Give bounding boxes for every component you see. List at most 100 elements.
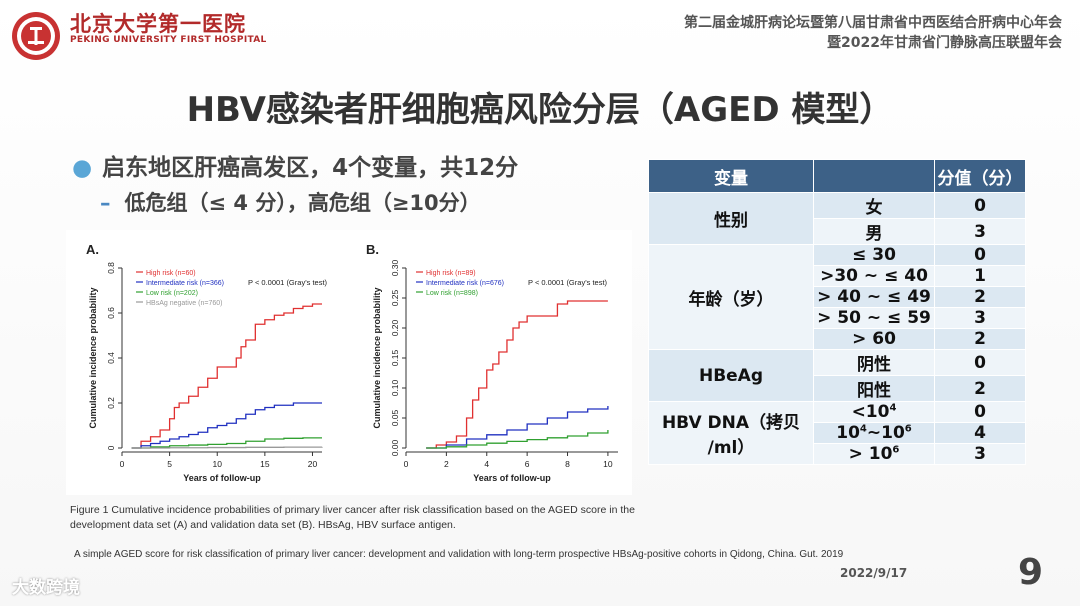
bullet-sub: – 低危组（≤ 4 分），高危组（≥10分） [100, 187, 481, 217]
table-row: > 40 ~ ≤ 49 2 [649, 286, 1026, 308]
level-cell: ≤ 30 [813, 244, 935, 266]
reference-text: A simple AGED score for risk classificat… [74, 549, 844, 560]
level-cell: >30 ~ ≤ 40 [813, 265, 935, 287]
score-cell: 0 [934, 192, 1026, 219]
x-tick-label: 5 [167, 459, 172, 469]
level-cell: <104 [813, 401, 935, 423]
legend-entry: Intermediate risk (n=676) [426, 280, 504, 287]
var-age: 年龄（岁） [648, 244, 814, 350]
legend-entry: High risk (n=60) [146, 270, 196, 277]
hospital-name-en: PEKING UNIVERSITY FIRST HOSPITAL [70, 35, 267, 45]
table-row: >30 ~ ≤ 40 1 [649, 265, 1026, 287]
score-cell: 3 [934, 307, 1026, 329]
bullet-dot-icon: ● [72, 155, 93, 181]
y-tick-label: 0.25 [390, 289, 400, 306]
chart-a: A. 0 5 10 15 20 0 0.2 0.4 0.6 0.8 Years of follow-u… [86, 242, 328, 483]
series-line [131, 446, 323, 449]
header-variable: 变量 [648, 159, 814, 193]
score-cell: 3 [934, 218, 1026, 245]
series-line [131, 303, 322, 449]
x-tick-label: 10 [603, 459, 613, 469]
x-tick-label: 15 [260, 459, 270, 469]
score-cell: 0 [934, 401, 1026, 423]
panel-label: B. [366, 242, 379, 257]
score-cell: 1 [934, 265, 1026, 287]
header-level [813, 159, 935, 193]
hospital-logo [12, 12, 60, 60]
bullet-dash-icon: – [100, 191, 111, 215]
score-cell: 4 [934, 422, 1026, 444]
var-sex: 性别 [648, 192, 814, 245]
x-axis-label: Years of follow-up [473, 473, 551, 483]
level-cell: > 106 [813, 443, 935, 465]
bullet-sub-text: 低危组（≤ 4 分），高危组（≥10分） [124, 191, 481, 215]
table-row: 104~106 4 [649, 422, 1026, 444]
legend-entry: HBsAg negative (n=760) [146, 300, 222, 307]
level-cell: 女 [813, 192, 935, 219]
bullet-main-text: 启东地区肝癌高发区，4个变量，共12分 [102, 155, 519, 181]
x-tick-label: 0 [404, 459, 409, 469]
page-number: 9 [1018, 552, 1044, 593]
series-line [426, 300, 608, 449]
score-cell: 2 [934, 328, 1026, 350]
legend-entry: Low risk (n=898) [426, 290, 478, 297]
y-tick-label: 0.15 [390, 349, 400, 366]
aged-score-table: 变量 分值（分） 性别 女 0 男 3 年龄（岁） ≤ 30 0 >30 ~ ≤… [648, 159, 1026, 465]
series-line [131, 402, 322, 449]
score-cell: 2 [934, 375, 1026, 402]
conference-title-line2: 暨2022年甘肃省门静脉高压联盟年会 [827, 35, 1062, 51]
y-tick-label: 0.05 [390, 409, 400, 426]
var-hbv-dna: HBV DNA（拷贝 /ml） [648, 401, 814, 465]
x-tick-label: 8 [565, 459, 570, 469]
figure-caption: Figure 1 Cumulative incidence probabilit… [70, 504, 635, 531]
y-tick-label: 0.4 [106, 352, 116, 364]
level-cell: > 60 [813, 328, 935, 350]
y-axis-label: Cumulative incidence probability [372, 287, 382, 428]
x-axis-label: Years of follow-up [183, 473, 261, 483]
level-cell: > 50 ~ ≤ 59 [813, 307, 935, 329]
y-tick-label: 0.30 [390, 259, 400, 276]
y-tick-label: 0.8 [106, 262, 116, 274]
p-value-annotation: P < 0.0001 (Gray's test) [248, 278, 328, 287]
hospital-name-cn: 北京大学第一医院 [70, 12, 246, 36]
bullet-main: ● 启东地区肝癌高发区，4个变量，共12分 [72, 148, 518, 182]
y-tick-label: 0 [106, 445, 116, 450]
table-row: HBV DNA（拷贝 /ml） <104 0 [648, 401, 1026, 465]
header-score: 分值（分） [934, 159, 1026, 193]
legend-entry: Intermediate risk (n=366) [146, 280, 224, 287]
level-cell: > 40 ~ ≤ 49 [813, 286, 935, 308]
score-cell: 0 [934, 244, 1026, 266]
table-header-row: 变量 分值（分） [648, 159, 1026, 193]
level-cell: 阳性 [813, 375, 935, 402]
score-cell: 0 [934, 349, 1026, 376]
score-cell: 3 [934, 443, 1026, 465]
x-tick-label: 2 [444, 459, 449, 469]
level-cell: 男 [813, 218, 935, 245]
y-tick-label: 0.00 [390, 439, 400, 456]
x-tick-label: 0 [120, 459, 125, 469]
table-row: > 106 3 [649, 443, 1026, 465]
level-cell: 阴性 [813, 349, 935, 376]
y-tick-label: 0.6 [106, 307, 116, 319]
x-tick-label: 20 [308, 459, 318, 469]
date: 2022/9/17 [840, 566, 908, 580]
p-value-annotation: P < 0.0001 (Gray's test) [528, 278, 608, 287]
var-hbv-dna-line2: /ml） [707, 438, 755, 458]
table-row: HBeAg 阴性 0 [648, 349, 1026, 402]
x-tick-label: 6 [525, 459, 530, 469]
y-tick-label: 0.20 [390, 319, 400, 336]
level-cell: 104~106 [813, 422, 935, 444]
x-tick-label: 10 [213, 459, 223, 469]
legend-entry: High risk (n=89) [426, 270, 476, 277]
table-row: 男 3 [649, 218, 1026, 245]
panel-label: A. [86, 242, 99, 257]
table-row: > 50 ~ ≤ 59 3 [649, 307, 1026, 329]
series-line [131, 437, 322, 449]
y-tick-label: 0.2 [106, 397, 116, 409]
y-tick-label: 0.10 [390, 379, 400, 396]
figure-panel: A. 0 5 10 15 20 0 0.2 0.4 0.6 0.8 Years of follow-u… [66, 230, 632, 495]
table-row: 性别 女 0 [648, 192, 1026, 245]
chart-b: B. 0 2 4 6 8 10 0.00 0.05 0.10 0.15 0.20 0.25 0.30 Yea… [366, 242, 618, 483]
conference-title-line1: 第二届金城肝病论坛暨第八届甘肃省中西医结合肝病中心年会 [684, 15, 1062, 31]
